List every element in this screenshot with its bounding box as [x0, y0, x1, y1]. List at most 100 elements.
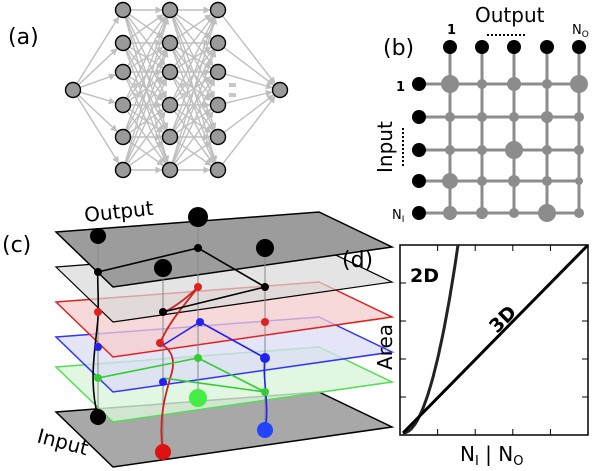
panel-c-3d-stack: (c) Input Output [2, 196, 395, 468]
connection-arrow [79, 73, 116, 89]
neuron [161, 34, 179, 52]
crossbar-output-title: Output [475, 3, 545, 27]
connection-arrow [124, 17, 170, 164]
neuron [161, 161, 179, 179]
output-plane-label: Output [83, 196, 155, 227]
synapse [574, 208, 584, 218]
curve-2d [402, 244, 460, 435]
neuron [209, 128, 227, 146]
crossbar-wires [419, 47, 581, 215]
connection-arrow [77, 48, 118, 86]
connection-arrow [124, 50, 169, 164]
synapse [542, 176, 552, 186]
network-connections [76, 6, 276, 174]
panel-c-label: (c) [2, 233, 31, 258]
input-neuron [412, 143, 426, 157]
panel-a-neural-network: (a) [8, 1, 289, 179]
connection-arrow [128, 141, 164, 167]
synapse [575, 177, 583, 185]
neuron [161, 1, 179, 19]
input-neuron [412, 174, 426, 188]
crossbar-synapses [441, 75, 588, 222]
connection-arrow [172, 16, 215, 99]
synapse [509, 112, 519, 122]
input-neuron [412, 77, 426, 91]
neuron [114, 96, 132, 114]
connection-arrow [126, 15, 166, 67]
green-connection-path [97, 357, 266, 393]
connection-arrow [126, 78, 166, 132]
neuron [209, 63, 227, 81]
network-neurons [64, 1, 289, 179]
connection-arrow [125, 78, 167, 164]
connection-arrow [76, 95, 120, 164]
connection-arrow [225, 73, 273, 90]
crossbar-input-title: Input [373, 121, 397, 173]
synapse [509, 208, 519, 218]
synapse [538, 204, 556, 222]
curve-3d [401, 243, 590, 435]
curve-2d-label: 2D [410, 265, 439, 287]
input-neuron [412, 206, 426, 220]
connection-arrow [175, 14, 212, 40]
synapse [445, 145, 455, 155]
panel-a-label: (a) [8, 25, 39, 50]
synapse [477, 145, 487, 155]
crossbar-output-neurons [443, 40, 586, 54]
stack-nodes [90, 207, 274, 460]
panel-d-area-chart: (d) 2D 3D Area NI | NO [342, 243, 590, 469]
neuron [161, 128, 179, 146]
layer-ellipsis-marks [134, 83, 236, 97]
synapse [541, 111, 553, 123]
connection-arrow [124, 17, 169, 131]
input-index-last: NI [392, 208, 404, 225]
connection-arrow [125, 16, 167, 99]
neuron [114, 1, 132, 19]
neuron [64, 81, 82, 99]
y-axis-label: Area [373, 324, 397, 370]
synapse [477, 176, 487, 186]
output-neuron [443, 40, 457, 54]
neuron [161, 63, 179, 81]
synapse [542, 79, 552, 89]
ellipsis-dash [134, 83, 141, 87]
connection-arrow [222, 15, 276, 85]
synapse [441, 75, 459, 93]
axis-ticks [400, 245, 588, 435]
neuron [114, 128, 132, 146]
neuron [114, 34, 132, 52]
connection-arrow [126, 111, 166, 165]
synapse [574, 112, 584, 122]
x-axis-label: NI | NO [460, 442, 523, 469]
connection-arrow [171, 50, 217, 164]
synapse [443, 206, 457, 220]
connection-arrow [225, 90, 273, 104]
connection-arrow [174, 15, 214, 67]
synapse [542, 145, 552, 155]
ellipsis-dash [229, 83, 236, 87]
output-plane [54, 211, 395, 288]
connection-arrow [222, 95, 276, 165]
connection-arrow [173, 111, 214, 165]
neuron [209, 1, 227, 19]
connection-arrow [76, 16, 120, 85]
output-index-first: 1 [447, 23, 456, 38]
ellipsis-dash [229, 93, 236, 97]
neuron [161, 96, 179, 114]
synapse [570, 75, 588, 93]
output-neuron [540, 40, 554, 54]
ellipsis-dash [181, 83, 188, 87]
panel-b-label: (b) [383, 36, 414, 61]
neuron [209, 34, 227, 52]
crossbar-input-neurons [412, 77, 426, 220]
panel-b-crossbar: (b) Output 1 NO 1 NI Input [373, 3, 589, 225]
synapse [507, 77, 521, 91]
synapse [508, 175, 520, 187]
synapse [442, 173, 458, 189]
ellipsis-dash [134, 93, 141, 97]
connection-arrow [175, 141, 212, 167]
neuron [271, 81, 289, 99]
synapse [477, 79, 487, 89]
connection-arrow [172, 78, 215, 164]
